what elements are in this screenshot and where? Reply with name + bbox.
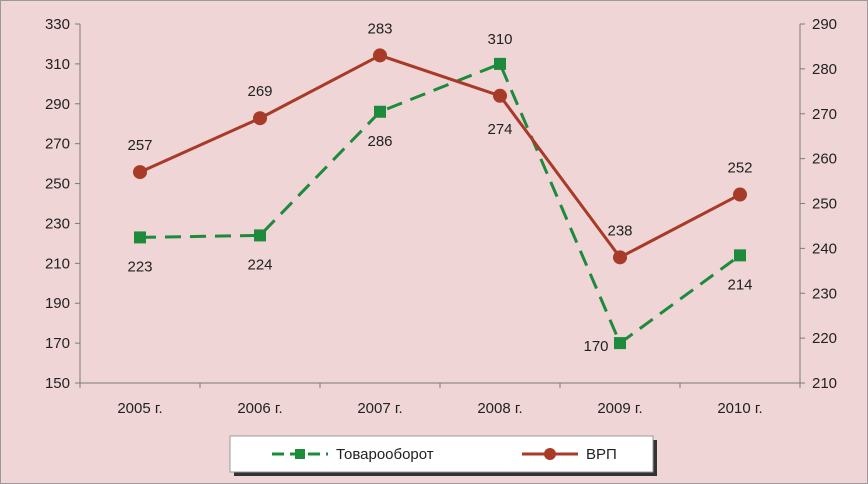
series-tovarooborot: 223 224 286 310 170 214 <box>127 31 752 355</box>
y-right-tick-label: 220 <box>812 330 837 347</box>
data-label: 274 <box>487 121 512 138</box>
data-point-square <box>734 249 746 262</box>
x-tick-label: 2009 г. <box>597 400 642 417</box>
y-right-tick-label: 280 <box>812 61 837 78</box>
y-left-tick-label: 250 <box>45 176 70 193</box>
data-label: 252 <box>727 160 752 177</box>
y-right-tick-label: 250 <box>812 196 837 213</box>
y-right-tick-label: 240 <box>812 240 837 257</box>
y-left-tick-label: 190 <box>45 295 70 312</box>
data-point-circle <box>133 165 147 180</box>
data-label: 269 <box>247 83 272 100</box>
data-label: 286 <box>367 133 392 150</box>
data-point-circle <box>733 187 747 202</box>
data-point-circle <box>253 111 267 126</box>
series-vrp: 257 269 283 274 238 252 <box>127 20 753 265</box>
y-left-tick-label: 150 <box>45 375 70 392</box>
data-label: 170 <box>583 338 608 355</box>
series-line <box>139 53 741 259</box>
y-right-tick-label: 270 <box>812 106 837 123</box>
legend-marker-square <box>295 449 305 459</box>
data-point-square <box>374 105 386 118</box>
data-label: 223 <box>127 258 152 275</box>
legend-marker-circle <box>544 448 556 460</box>
series-line <box>139 62 741 345</box>
legend-label: Товарооборот <box>336 446 434 463</box>
y-right-tick-label: 290 <box>812 16 837 33</box>
y-left-tick-label: 210 <box>45 255 70 272</box>
y-left-tick-label: 330 <box>45 16 70 33</box>
x-tick-label: 2005 г. <box>117 400 162 417</box>
data-label: 214 <box>727 276 752 293</box>
y-right-tick-label: 260 <box>812 151 837 168</box>
x-tick-label: 2008 г. <box>477 400 522 417</box>
data-label: 283 <box>367 20 392 37</box>
x-tick-label: 2007 г. <box>357 400 402 417</box>
y-left-tick-label: 290 <box>45 96 70 113</box>
data-point-square <box>254 229 266 242</box>
y-left-tick-label: 270 <box>45 136 70 153</box>
data-label: 238 <box>607 222 632 239</box>
legend-item-vrp: ВРП <box>522 446 617 463</box>
y-left-tick-label: 310 <box>45 56 70 73</box>
data-point-circle <box>493 88 507 103</box>
data-label: 257 <box>127 137 152 154</box>
legend-items: Товарооборот ВРП <box>272 446 617 463</box>
chart-series: 223 224 286 310 170 214 257 269 283 274 238 252 <box>127 20 752 355</box>
legend: Товарооборот ВРП <box>229 435 657 476</box>
y-right-tick-label: 230 <box>812 285 837 302</box>
y-left-tick-label: 170 <box>45 335 70 352</box>
chart-axes: 150 170 190 210 230 250 270 290 310 330 210 220 230 2… <box>45 16 837 417</box>
y-left-tick-label: 230 <box>45 215 70 232</box>
data-label: 310 <box>487 31 512 48</box>
y-right-tick-label: 210 <box>812 375 837 392</box>
data-point-circle <box>613 250 627 265</box>
data-point-square <box>134 231 146 244</box>
x-tick-label: 2010 г. <box>717 400 762 417</box>
data-label: 224 <box>247 256 272 273</box>
legend-label: ВРП <box>586 446 617 463</box>
data-point-square <box>614 337 626 350</box>
legend-item-tovarooborot: Товарооборот <box>272 446 434 463</box>
x-tick-label: 2006 г. <box>237 400 282 417</box>
data-point-square <box>494 57 506 70</box>
data-point-circle <box>373 48 387 63</box>
